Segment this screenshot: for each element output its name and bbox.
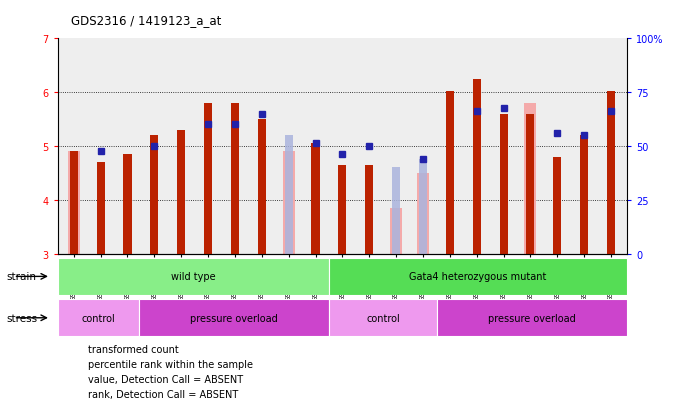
Bar [123,155,132,254]
Text: control: control [366,313,400,323]
Bar [58,299,139,337]
Text: value, Detection Call = ABSENT: value, Detection Call = ABSENT [88,374,243,384]
Text: percentile rank within the sample: percentile rank within the sample [88,359,253,369]
Bar [365,165,374,254]
Bar [151,136,159,254]
Text: pressure overload: pressure overload [488,313,576,323]
Text: strain: strain [7,272,37,282]
Bar [231,104,239,254]
Bar [329,258,627,295]
Bar [392,168,400,254]
Bar [419,160,427,254]
Bar [553,157,561,254]
Bar [311,144,319,254]
Bar [526,114,534,254]
Bar [437,299,627,337]
Bar [70,152,78,254]
Bar [283,152,295,254]
Bar [473,79,481,254]
Bar [204,104,212,254]
Bar [285,136,293,254]
Text: transformed count: transformed count [88,344,179,354]
Bar [417,173,429,254]
Bar [177,131,185,254]
Bar [524,104,536,254]
Text: Gata4 heterozygous mutant: Gata4 heterozygous mutant [410,272,546,282]
Text: wild type: wild type [171,272,216,282]
Bar [58,258,329,295]
Bar [96,163,104,254]
Bar [446,92,454,254]
Text: control: control [81,313,115,323]
Bar [500,114,508,254]
Bar [607,92,615,254]
Text: GDS2316 / 1419123_a_at: GDS2316 / 1419123_a_at [71,14,222,27]
Text: stress: stress [7,313,38,323]
Bar [338,165,346,254]
Text: pressure overload: pressure overload [190,313,278,323]
Text: rank, Detection Call = ABSENT: rank, Detection Call = ABSENT [88,389,239,399]
Bar [390,208,402,254]
Bar [258,120,266,254]
Bar [68,152,80,254]
Bar [139,299,329,337]
Bar [329,299,437,337]
Bar [580,136,589,254]
